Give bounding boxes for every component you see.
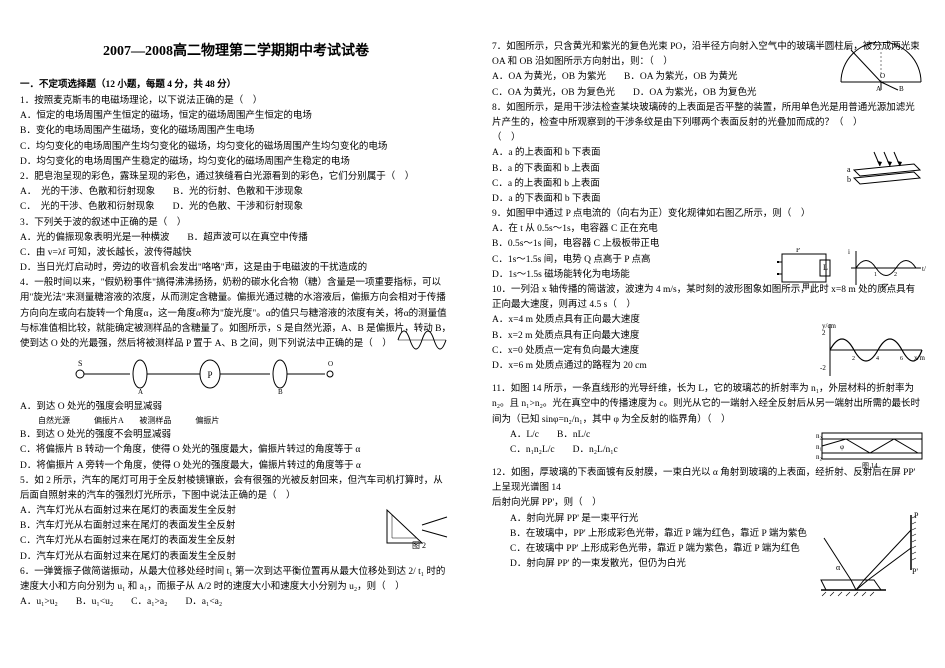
svg-text:A: A: [138, 388, 143, 396]
q8-opt-d: D．a 的下表面和 b 下表面: [492, 192, 924, 207]
glass-plate-diagram: a b: [844, 150, 926, 194]
current-wave-diagram: t/s i 1 2 乙: [846, 248, 926, 290]
svg-text:L: L: [823, 263, 828, 272]
q8-stem: 8．如图所示，是用干涉法检查某块玻璃砖的上表面是否平整的装置，所用单色光是用普通…: [492, 101, 924, 131]
q3-stem: 3．下列关于波的叙述中正确的是（ ）: [20, 216, 452, 231]
q6-opts: A．u₁>u₂ B．u₁<u₂ C．a₁>a₂ D．a₁<a₂: [20, 595, 452, 610]
q11-opt-c: C．n₁n₂L/c: [510, 443, 555, 458]
q11-stem: 11．如图 14 所示，一条直线形的光导纤维，长为 L，它的玻璃芯的折射率为 n…: [492, 382, 924, 428]
q4-opt-d: D．将偏振片 A 旁转一个角度，使得 O 处光的强度最大，偏振片转过的角度等于 …: [20, 459, 452, 474]
q6-opt-d: D．a₁<a₂: [185, 595, 222, 610]
svg-text:S: S: [78, 359, 82, 368]
polarizer-diagram: P S A B O: [60, 356, 340, 396]
q7-opt-d: D．OA 为紫光，OB 为复色光: [633, 86, 757, 101]
q7-opt-b: B．OA 为紫光，OB 为黄光: [624, 70, 737, 85]
q4-opt-c: C．将偏振片 B 转动一个角度，使得 O 处光的强度最大，偏振片转过的角度等于 …: [20, 443, 452, 458]
svg-text:2: 2: [894, 272, 897, 278]
q2-opt-d: D．光的色散、干涉和衍射现象: [173, 200, 303, 215]
q7-opt-a: A．OA 为黄光，OB 为紫光: [492, 70, 606, 85]
circuit-diagram: L P 甲: [776, 248, 834, 290]
svg-text:甲: 甲: [802, 283, 810, 290]
svg-text:图 2: 图 2: [412, 541, 426, 549]
q9-stem: 9．如图甲中通过 P 点电流的（向右为正）变化规律如右图乙所示，则（ ）: [492, 207, 924, 222]
q1-opt-d: D．均匀变化的电场周围产生稳定的磁场，均匀变化的磁场周围产生稳定的电场: [20, 155, 452, 170]
svg-text:α: α: [836, 563, 841, 572]
q2-opts-row1: A． 光的干涉、色散和衍射现象 B．光的衍射、色散和干涉现象: [20, 185, 452, 200]
svg-text:B: B: [278, 388, 283, 396]
svg-text:φ: φ: [840, 443, 844, 451]
q11-opt-d: D．n₂L/n₁c: [573, 443, 618, 458]
svg-text:-2: -2: [820, 364, 826, 372]
q6-opt-b: B．u₁<u₂: [76, 595, 113, 610]
q3-opt-a: A．光的偏振现象表明光是一种横波: [20, 231, 169, 246]
svg-text:P': P': [912, 567, 918, 576]
q1-opt-c: C．均匀变化的电场周围产生均匀变化的磁场，均匀变化的磁场周围产生均匀变化的电场: [20, 140, 452, 155]
q1-stem: 1．按照麦克斯韦的电磁场理论，以下说法正确的是（ ）: [20, 94, 452, 109]
q2-stem: 2．肥皂泡呈现的彩色，露珠呈现的彩色，通过狭缝看白光源看到的彩色，它们分别属于（…: [20, 170, 452, 185]
svg-text:2: 2: [852, 356, 855, 362]
prism-diagram: 图 2: [382, 505, 452, 549]
q3-opt-b: B．超声波可以在真空中传播: [187, 231, 307, 246]
q12-stem: 12．如图，厚玻璃的下表面镀有反射膜，一束白光以 α 角射到玻璃的上表面，经折射…: [492, 466, 924, 496]
semicircle-diagram: P O A B: [836, 42, 926, 92]
q7-opt-c: C．OA 为黄光，OB 为复色光: [492, 86, 615, 101]
lens-label-p: P: [207, 370, 212, 380]
q6-opt-a: A．u₁>u₂: [20, 595, 58, 610]
q2-opt-c: C． 光的干涉、色散和衍射现象: [20, 200, 155, 215]
reflection-diagram: P P' α: [816, 510, 926, 600]
svg-text:x/m: x/m: [914, 354, 925, 362]
section-1-title: 一．不定项选择题（12 小题，每题 4 分，共 48 分）: [20, 76, 452, 90]
q2-opt-b: B．光的衍射、色散和干涉现象: [173, 185, 303, 200]
wave-icon: [396, 320, 448, 360]
q4-diagram-labels: 自然光源 偏振片A 被测样品 偏振片: [20, 415, 452, 428]
q5-stem: 5．如 2 所示，汽车的尾灯可用于全反射棱镜镶嵌，会有很强的光被反射回来，但汽车…: [20, 474, 452, 504]
waveform-diagram: y/cm x/m 2 -2 2 4 6: [820, 320, 926, 380]
right-page: P O A B 7．如图所示，只含黄光和紫光的复色光束 PO，沿半径方向射入空气…: [472, 0, 944, 668]
q3-opt-d: D．当日光灯启动时，旁边的收音机会发出"咯咯"声，这是由于电磁波的干扰造成的: [20, 261, 452, 276]
q4-opt-a: A．到达 O 处光的强度会明显减弱: [20, 400, 452, 415]
svg-text:P: P: [846, 44, 850, 52]
exam-title: 2007—2008高二物理第二学期期中考试试卷: [20, 40, 452, 60]
q1-opt-b: B．变化的电场周围产生磁场，变化的磁场周围产生电场: [20, 124, 452, 139]
q2-opts-row2: C． 光的干涉、色散和衍射现象 D．光的色散、干涉和衍射现象: [20, 200, 452, 215]
svg-text:P: P: [796, 248, 800, 254]
q2-opt-a: A． 光的干涉、色散和衍射现象: [20, 185, 155, 200]
svg-text:1: 1: [874, 272, 877, 278]
q6-stem: 6．一弹簧振子做简谐振动，从最大位移处经时间 t₁ 第一次到达平衡位置再从最大位…: [20, 565, 452, 595]
svg-text:6: 6: [900, 356, 903, 362]
blank-paren: （ ）: [492, 131, 924, 146]
svg-text:2: 2: [822, 329, 826, 337]
q9-opt-a: A．在 t 从 0.5s～1s，电容器 C 正在充电: [492, 222, 924, 237]
svg-text:b: b: [847, 175, 851, 184]
q3-opts-row1: A．光的偏振现象表明光是一种横波 B．超声波可以在真空中传播: [20, 231, 452, 246]
svg-text:n₂: n₂: [816, 432, 823, 440]
left-page: 2007—2008高二物理第二学期期中考试试卷 一．不定项选择题（12 小题，每…: [0, 0, 472, 668]
svg-text:a: a: [847, 165, 851, 174]
svg-text:O: O: [328, 360, 333, 368]
q1-opt-a: A．恒定的电场周围产生恒定的磁场，恒定的磁场周围产生恒定的电场: [20, 109, 452, 124]
svg-text:乙: 乙: [882, 283, 890, 290]
q4-stem: 4．一般时间以来，"假奶粉事件"搞得沸沸扬扬，奶粉的碳水化合物（糖）含量是一项重…: [20, 276, 452, 352]
svg-text:P: P: [914, 511, 919, 520]
svg-text:图 14: 图 14: [862, 462, 878, 469]
svg-text:A: A: [876, 85, 881, 92]
q11-opt-b: B．nL/c: [557, 428, 590, 443]
svg-text:n₁: n₁: [816, 443, 822, 451]
svg-text:4: 4: [876, 356, 879, 362]
q4-opt-b: B．到达 O 处光的强度不会明显减弱: [20, 428, 452, 443]
svg-text:i: i: [848, 248, 850, 256]
q5-opt-d: D．汽车灯光从右面射过来在尾灯的表面发生全反射: [20, 550, 452, 565]
svg-text:t/s: t/s: [922, 265, 926, 273]
svg-text:n₂: n₂: [816, 453, 823, 461]
q3-opt-c: C．由 v=λf 可知，波长越长，波传得越快: [20, 246, 452, 261]
q11-opt-a: A．L/c: [510, 428, 539, 443]
q6-opt-c: C．a₁>a₂: [131, 595, 167, 610]
fiber-diagram: n₂ n₁ n₂ φ 图 14: [816, 425, 926, 469]
svg-text:B: B: [899, 85, 904, 92]
